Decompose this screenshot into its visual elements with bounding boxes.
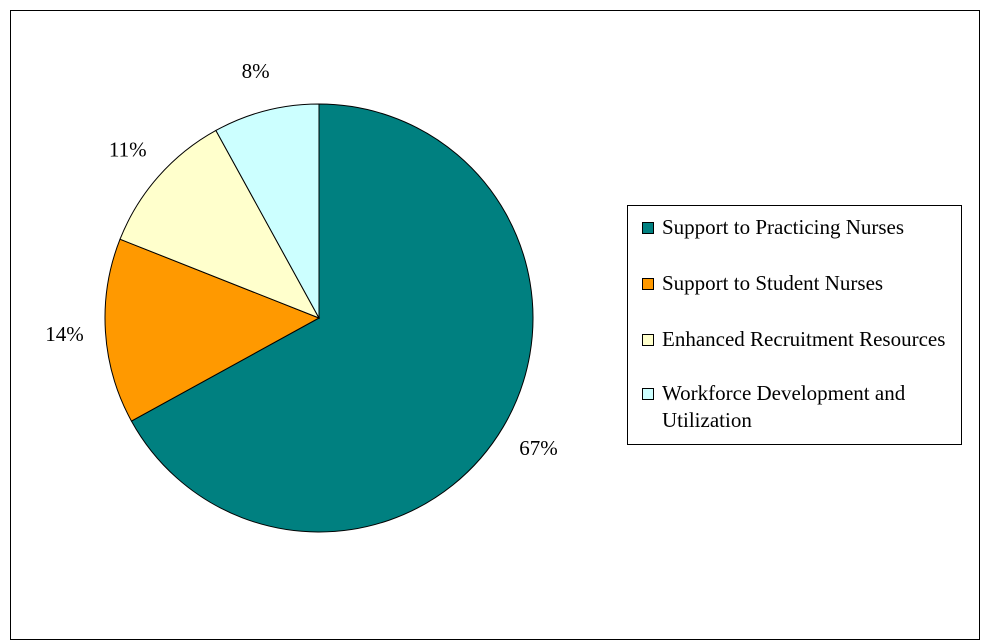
pie-slice-student-nurses (104, 238, 321, 422)
pie-slices (104, 103, 534, 533)
legend: Support to Practicing Nurses Support to … (627, 205, 962, 445)
pie-slice-recruitment-resources (119, 129, 321, 319)
pie-labels: 67% 14% 11% 8% (45, 59, 557, 460)
legend-swatch-student-nurses (642, 278, 654, 290)
legend-swatch-recruitment-resources (642, 334, 654, 346)
legend-label-practicing-nurses: Support to Practicing Nurses (662, 215, 905, 239)
data-label-recruitment-resources: 11% (109, 137, 147, 161)
data-label-student-nurses: 14% (45, 322, 84, 346)
legend-label-student-nurses: Support to Student Nurses (662, 271, 884, 295)
pie-chart: 67% 14% 11% 8% (45, 59, 558, 533)
legend-swatch-practicing-nurses (642, 222, 654, 234)
pie-slice-practicing-nurses (130, 103, 534, 533)
pie-slice-workforce-development (215, 103, 320, 319)
data-label-practicing-nurses: 67% (519, 436, 558, 460)
legend-label-workforce-development: Workforce Development and Utilization (662, 381, 906, 432)
legend-item-workforce-development: Workforce Development and Utilization (642, 380, 962, 434)
legend-item-practicing-nurses: Support to Practicing Nurses (642, 214, 962, 241)
data-label-workforce-development: 8% (242, 59, 270, 83)
legend-item-student-nurses: Support to Student Nurses (642, 270, 962, 297)
chart-area: 67% 14% 11% 8% Support to Practicing Nurses… (10, 10, 980, 640)
legend-swatch-workforce-development (642, 388, 654, 400)
legend-label-recruitment-resources: Enhanced Recruitment Resources (662, 327, 946, 351)
legend-item-recruitment-resources: Enhanced Recruitment Resources (642, 326, 962, 353)
